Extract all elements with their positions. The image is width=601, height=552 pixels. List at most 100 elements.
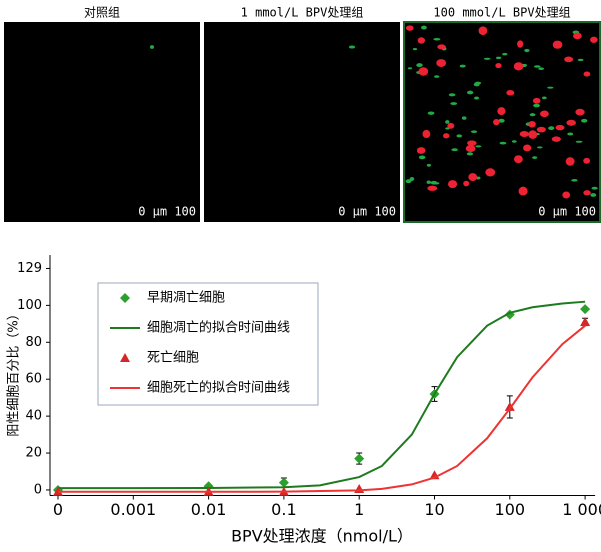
red-cell — [564, 56, 574, 63]
red-cell — [519, 131, 529, 137]
red-cell — [465, 144, 476, 153]
green-cell — [567, 132, 574, 136]
green-cell — [476, 176, 481, 180]
red-cell — [468, 173, 478, 182]
red-cell — [513, 155, 523, 164]
green-cell — [548, 126, 555, 131]
green-cell — [426, 163, 431, 167]
red-cell — [551, 136, 561, 142]
green-cell — [427, 111, 435, 115]
red-cell — [448, 180, 458, 189]
green-cell — [524, 48, 530, 53]
y-tick-label: 60 — [25, 372, 42, 387]
green-cell — [407, 67, 413, 70]
red-cell — [442, 133, 450, 139]
red-cell — [518, 186, 528, 196]
micrograph-panels: 对照组 0 μm 100 1 mmol/L BPV处理组 0 μm 100 100 mm… — [4, 6, 601, 223]
panel-label: 对照组 — [84, 6, 120, 20]
green-cell — [445, 120, 450, 124]
triangle-point — [504, 401, 515, 411]
green-cell — [511, 140, 517, 143]
green-cell — [418, 155, 426, 160]
fit-curve — [58, 300, 586, 490]
x-tick-label: 100 — [495, 500, 526, 519]
green-cell — [502, 52, 508, 56]
green-cell — [538, 67, 545, 71]
y-tick-label: 20 — [25, 446, 42, 461]
x-tick-label: 1 — [354, 500, 364, 519]
green-cell — [495, 56, 502, 59]
green-cell — [434, 75, 440, 78]
green-cell — [405, 179, 412, 184]
green-cell — [450, 102, 458, 106]
red-cell — [517, 40, 524, 48]
diamond-point — [278, 477, 289, 488]
red-cell — [575, 108, 585, 116]
red-cell — [417, 37, 426, 44]
green-cell — [581, 118, 588, 123]
legend-swatch — [120, 293, 130, 303]
micrograph — [4, 22, 200, 222]
green-cell — [426, 180, 431, 184]
green-cell — [483, 57, 491, 60]
red-cell — [565, 157, 575, 166]
green-cell — [474, 96, 480, 100]
red-cell — [583, 71, 591, 77]
y-tick-label: 0 — [34, 482, 42, 497]
green-cell — [533, 65, 541, 68]
red-cell — [523, 144, 532, 152]
panel-label: 1 mmol/L BPV处理组 — [241, 6, 364, 20]
legend-label: 细胞凋亡的拟合时间曲线 — [147, 320, 290, 336]
red-cell — [590, 36, 598, 43]
micrograph-border — [403, 21, 601, 223]
red-cell — [497, 107, 506, 116]
green-cell — [470, 130, 478, 133]
green-cell — [456, 134, 463, 138]
green-cell — [571, 179, 578, 182]
green-cell — [590, 193, 597, 197]
green-cell — [416, 63, 423, 68]
red-cell — [485, 168, 496, 177]
red-cell — [436, 59, 447, 67]
red-cell — [493, 118, 500, 126]
red-cell — [528, 130, 538, 139]
red-cell — [467, 140, 477, 146]
red-cell — [506, 90, 515, 96]
red-cell — [540, 110, 549, 118]
green-cell — [536, 146, 543, 149]
red-cell — [478, 26, 488, 35]
green-cell — [348, 45, 356, 49]
panel-label: 100 mmol/L BPV处理组 — [433, 6, 570, 20]
legend-label: 早期凋亡细胞 — [147, 291, 225, 306]
red-cell — [405, 25, 414, 31]
red-cell — [583, 157, 591, 164]
x-tick-label: 0.001 — [110, 500, 156, 519]
green-cell — [499, 141, 507, 145]
green-cell — [433, 182, 440, 185]
red-cell — [555, 124, 565, 131]
triangle-point — [354, 484, 365, 494]
legend-swatch — [120, 353, 130, 362]
red-cell — [416, 147, 426, 154]
green-cell — [412, 48, 418, 51]
red-cell — [528, 120, 536, 128]
green-cell — [532, 156, 538, 160]
green-cell — [591, 186, 598, 190]
scale-label: 0 μm 100 — [538, 205, 596, 219]
red-cell — [532, 97, 541, 104]
chart: BPV处理浓度（nmol/L） 阳性细胞百分比（%） 0204060801001… — [7, 255, 601, 546]
red-cell — [562, 191, 571, 199]
y-axis-label: 阳性细胞百分比（%） — [7, 307, 22, 436]
green-cell — [475, 145, 482, 148]
red-cell — [495, 62, 502, 69]
micrograph — [204, 22, 400, 222]
green-cell — [473, 82, 480, 87]
green-cell — [448, 93, 456, 97]
legend-label: 死亡细胞 — [147, 351, 199, 366]
y-tick-label: 80 — [25, 335, 42, 350]
green-cell — [459, 64, 466, 68]
red-cell — [447, 122, 455, 129]
diamond-point — [354, 453, 365, 464]
x-tick-label: 10 — [424, 500, 444, 519]
